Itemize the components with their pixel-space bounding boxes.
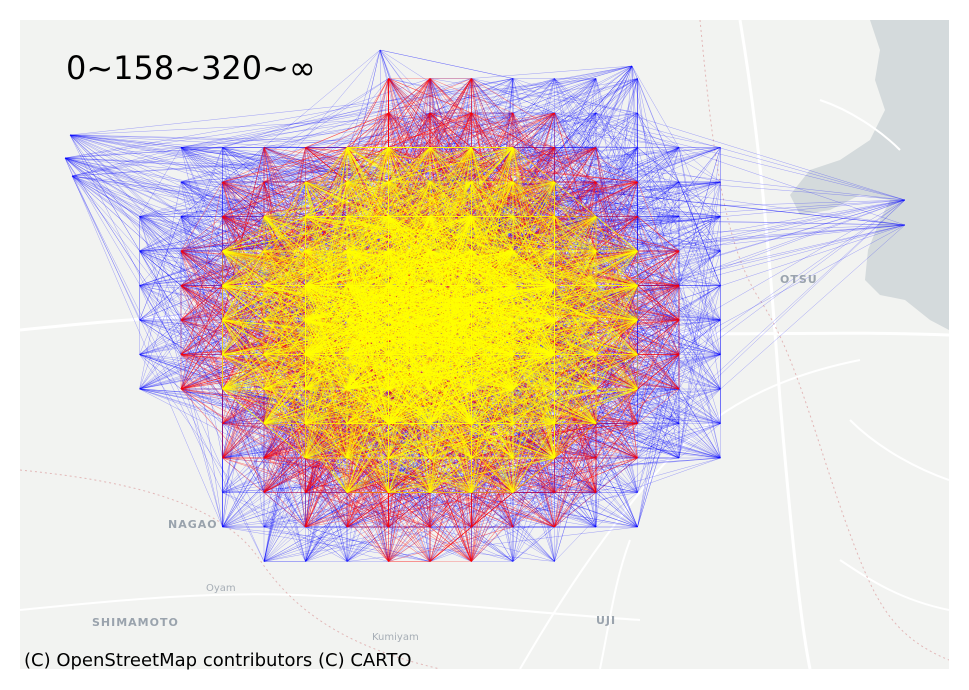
place-label-shimamoto: SHIMAMOTO <box>92 616 179 629</box>
map-attribution: (C) OpenStreetMap contributors (C) CARTO <box>24 650 412 671</box>
place-label-oyama: Oyam <box>206 583 236 594</box>
place-label-uji: UJI <box>596 614 616 627</box>
admin-boundaries <box>20 20 949 669</box>
legend-title: 0~158~320~∞ <box>66 49 316 87</box>
place-label-nagaoka: NAGAO <box>168 518 218 531</box>
place-label-kumiyama: Kumiyam <box>372 632 419 643</box>
od-flow-lines <box>64 49 906 562</box>
place-label-otsu: OTSU <box>780 273 818 286</box>
lake-biwa <box>790 20 949 330</box>
